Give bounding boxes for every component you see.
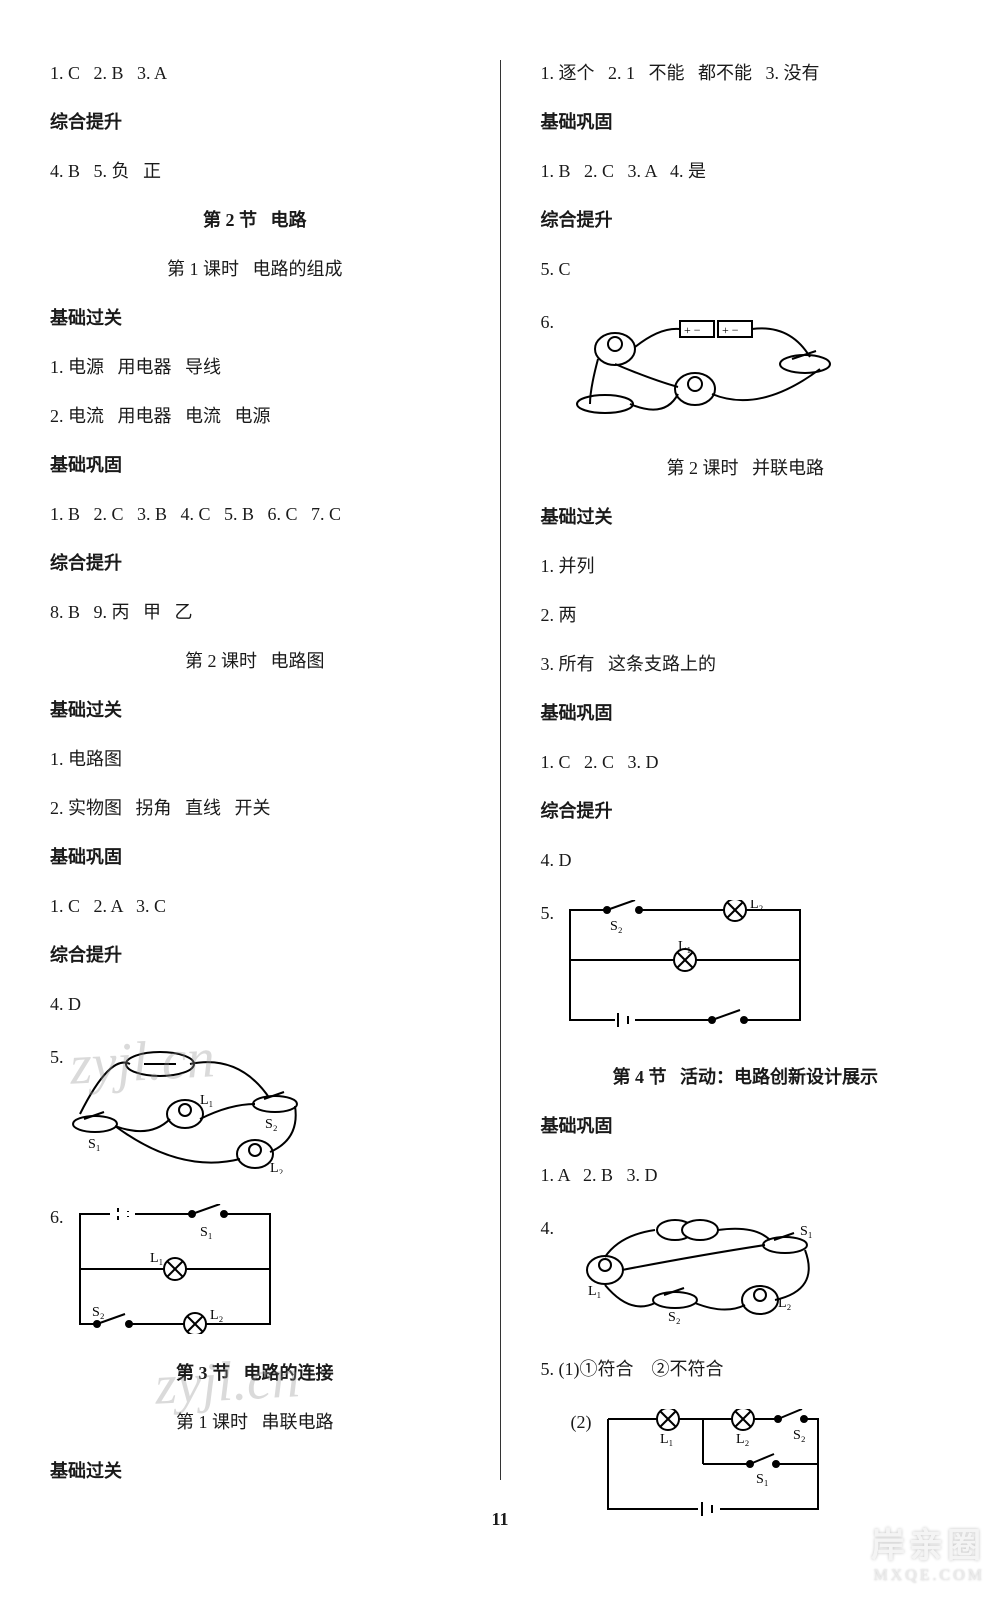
heading: 基础过关 — [50, 697, 460, 724]
answer-line: 1. 电源 用电器 导线 — [50, 354, 460, 381]
right-column: 1. 逐个 2. 1 不能 都不能 3. 没有 基础巩固 1. B 2. C 3… — [541, 60, 951, 1480]
svg-text:+ −: + − — [684, 323, 701, 337]
lesson-title: 第 1 课时 串联电路 — [50, 1409, 460, 1436]
heading: 基础巩固 — [541, 109, 951, 136]
page-number: 11 — [0, 1509, 1000, 1530]
heading: 综合提升 — [541, 207, 951, 234]
label: L₁ — [678, 939, 691, 954]
figure-label: 5. — [50, 1044, 64, 1071]
figure-label: (2) — [571, 1409, 592, 1436]
figure-right-5b: (2) — [541, 1409, 951, 1519]
circuit-physical-icon: S₁ S₂ L₁ L₂ — [70, 1044, 310, 1174]
label: L₂ — [736, 1432, 750, 1447]
label: S₁ — [88, 1137, 101, 1152]
answer-line: 2. 两 — [541, 602, 951, 629]
corner-logo-big: 岸亲圈 — [871, 1518, 985, 1567]
page-columns: 1. C 2. B 3. A 综合提升 4. B 5. 负 正 第 2 节 电路… — [50, 60, 950, 1480]
label: S₂ — [92, 1305, 105, 1320]
circuit-physical-icon: + − + − — [560, 309, 850, 429]
answer-line: 5. C — [541, 256, 951, 283]
answer-line: 1. 逐个 2. 1 不能 都不能 3. 没有 — [541, 60, 951, 87]
answer-line: 1. 并列 — [541, 553, 951, 580]
heading: 基础巩固 — [50, 452, 460, 479]
label: S₂ — [793, 1428, 806, 1443]
section-title: 第 3 节 电路的连接 — [50, 1360, 460, 1387]
figure-label: 4. — [541, 1215, 555, 1242]
label: L₁ — [588, 1284, 601, 1299]
heading: 基础巩固 — [50, 844, 460, 871]
label: L₁ — [660, 1432, 673, 1447]
answer-line: 1. 电路图 — [50, 746, 460, 773]
heading: 基础过关 — [50, 305, 460, 332]
heading: 基础过关 — [541, 504, 951, 531]
label: L₂ — [270, 1161, 284, 1174]
answer-line: 1. C 2. B 3. A — [50, 60, 460, 87]
section-title: 第 2 节 电路 — [50, 207, 460, 234]
label: L₂ — [778, 1296, 792, 1311]
column-divider — [500, 60, 501, 1480]
label: L₁ — [150, 1251, 163, 1266]
answer-line: 4. D — [50, 991, 460, 1018]
lesson-title: 第 2 课时 并联电路 — [541, 455, 951, 482]
heading: 综合提升 — [50, 942, 460, 969]
answer-line: 8. B 9. 丙 甲 乙 — [50, 599, 460, 626]
circuit-schematic-icon: L₁ L₂ S₂ S₁ — [598, 1409, 828, 1519]
circuit-physical-icon: S₁ S₂ L₁ L₂ — [560, 1215, 830, 1330]
answer-line: 2. 电流 用电器 电流 电源 — [50, 403, 460, 430]
label: S₁ — [756, 1472, 769, 1487]
lesson-title: 第 2 课时 电路图 — [50, 648, 460, 675]
answer-line: 3. 所有 这条支路上的 — [541, 651, 951, 678]
label: S₂ — [265, 1117, 278, 1132]
circuit-schematic-icon: S₂ L₂ L₁ S₁ — [560, 900, 810, 1030]
corner-logo: 岸亲圈 MXQE.COM — [871, 1518, 985, 1585]
left-column: 1. C 2. B 3. A 综合提升 4. B 5. 负 正 第 2 节 电路… — [50, 60, 460, 1480]
figure-label: 6. — [50, 1204, 64, 1231]
label: S₁ — [720, 1029, 733, 1030]
answer-line: 1. A 2. B 3. D — [541, 1162, 951, 1189]
label: L₂ — [210, 1308, 224, 1323]
heading: 基础巩固 — [541, 700, 951, 727]
figure-right-5: 5. — [541, 900, 951, 1030]
figure-label: 5. — [541, 900, 555, 927]
heading: 综合提升 — [541, 798, 951, 825]
label: S₁ — [200, 1225, 213, 1240]
figure-left-6: 6. — [50, 1204, 460, 1334]
lesson-title: 第 1 课时 电路的组成 — [50, 256, 460, 283]
heading: 综合提升 — [50, 109, 460, 136]
label: L₂ — [750, 900, 764, 912]
figure-left-5: 5. — [50, 1044, 460, 1174]
answer-line: 5. (1)①符合 ②不符合 — [541, 1356, 951, 1383]
answer-line: 4. B 5. 负 正 — [50, 158, 460, 185]
label: L₁ — [200, 1093, 213, 1108]
circuit-schematic-icon: S₁ L₁ S₂ L₂ — [70, 1204, 280, 1334]
heading: 基础巩固 — [541, 1113, 951, 1140]
answer-line: 4. D — [541, 847, 951, 874]
answer-line: 2. 实物图 拐角 直线 开关 — [50, 795, 460, 822]
label: S₂ — [610, 919, 623, 934]
svg-text:+ −: + − — [722, 323, 739, 337]
label: S₂ — [668, 1310, 681, 1325]
figure-right-6: 6. + − + − — [541, 309, 951, 429]
answer-line: 1. C 2. C 3. D — [541, 749, 951, 776]
heading: 综合提升 — [50, 550, 460, 577]
label: S₁ — [800, 1224, 813, 1239]
heading: 基础过关 — [50, 1458, 460, 1485]
figure-right-4: 4. — [541, 1215, 951, 1330]
answer-line: 1. B 2. C 3. B 4. C 5. B 6. C 7. C — [50, 501, 460, 528]
section-title: 第 4 节 活动：电路创新设计展示 — [541, 1064, 951, 1091]
answer-line: 1. C 2. A 3. C — [50, 893, 460, 920]
corner-logo-small: MXQE.COM — [871, 1567, 985, 1585]
figure-label: 6. — [541, 309, 555, 336]
answer-line: 1. B 2. C 3. A 4. 是 — [541, 158, 951, 185]
